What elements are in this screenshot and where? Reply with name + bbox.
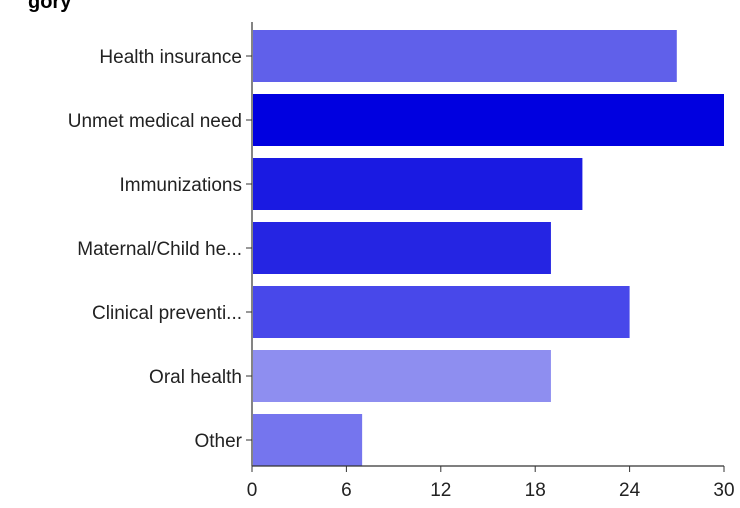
category-label-immunizations: Immunizations (120, 175, 243, 196)
category-label-other: Other (194, 431, 242, 452)
x-tick-label-24: 24 (619, 480, 641, 501)
bar-immunizations (253, 158, 583, 210)
bar-oral-health (253, 350, 551, 402)
axis-layer (246, 22, 725, 472)
labels-layer: Health insurance Unmet medical need Immuni… (68, 47, 735, 501)
bars-layer (253, 30, 724, 466)
chart-title: gory (28, 0, 72, 13)
bar-other (253, 414, 363, 466)
category-label-health-insurance: Health insurance (99, 47, 242, 68)
bar-unmet-medical-need (253, 94, 724, 146)
bar-clinical-preventi (253, 286, 630, 338)
x-tick-label-30: 30 (713, 480, 734, 501)
category-label-clinical-preventi: Clinical preventi... (92, 303, 242, 324)
bar-health-insurance (253, 30, 677, 82)
x-tick-label-18: 18 (525, 480, 546, 501)
x-tick-label-0: 0 (247, 480, 258, 501)
x-tick-label-6: 6 (341, 480, 352, 501)
x-tick-label-12: 12 (430, 480, 451, 501)
category-label-maternal-child-he: Maternal/Child he... (77, 239, 242, 260)
category-label-unmet-medical-need: Unmet medical need (68, 111, 242, 132)
category-label-oral-health: Oral health (149, 367, 242, 388)
bar-maternal-child-he (253, 222, 551, 274)
